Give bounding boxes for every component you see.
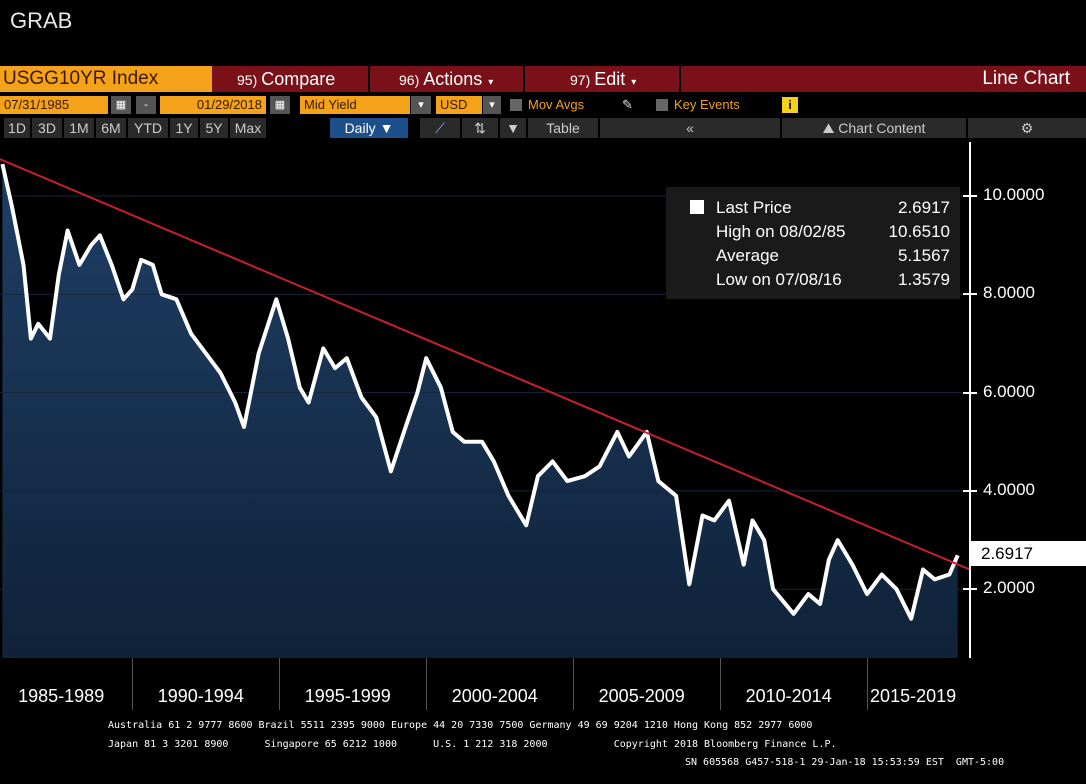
end-date-field[interactable]: 01/29/2018 bbox=[160, 96, 266, 114]
currency-select[interactable]: USD bbox=[436, 96, 482, 114]
y-tick-label: 2.0000 bbox=[983, 578, 1035, 598]
x-separator bbox=[867, 658, 869, 710]
compare-label: Compare bbox=[261, 69, 336, 89]
line-chart-icon[interactable]: ⟋ bbox=[420, 118, 460, 138]
y-axis bbox=[969, 142, 971, 658]
y-tick-label: 8.0000 bbox=[983, 283, 1035, 303]
x-tick-label: 2010-2014 bbox=[745, 686, 832, 706]
legend-high-label: High on 08/02/85 bbox=[716, 222, 846, 241]
bar-chart-icon[interactable]: ⇅ bbox=[462, 118, 498, 138]
yield-chart bbox=[0, 158, 971, 658]
period-5y-button[interactable]: 5Y bbox=[200, 118, 228, 138]
footer-session: SN 605568 G457-518-1 29-Jan-18 15:53:59 … bbox=[685, 757, 1005, 768]
dash-icon: - bbox=[136, 96, 156, 114]
actions-label: Actions bbox=[423, 69, 483, 89]
field-select[interactable]: Mid Yield bbox=[300, 96, 410, 114]
period-3d-button[interactable]: 3D bbox=[32, 118, 62, 138]
actions-button[interactable]: 96) Actions ▾ bbox=[371, 66, 523, 92]
y-tick bbox=[963, 293, 977, 296]
pencil-icon[interactable]: ✎ bbox=[622, 97, 633, 112]
x-tick-label: 2015-2019 bbox=[870, 686, 957, 706]
divider bbox=[368, 66, 370, 92]
legend-low-value: 1.3579 bbox=[898, 270, 950, 289]
frequency-select[interactable]: Daily ▼ bbox=[330, 118, 408, 138]
footer-contacts-2: Japan 81 3 3201 8900 Singapore 65 6212 1… bbox=[108, 739, 837, 750]
x-separator bbox=[720, 658, 722, 710]
legend-last-value: 2.6917 bbox=[898, 198, 950, 217]
table-button[interactable]: Table bbox=[528, 118, 598, 138]
period-ytd-button[interactable]: YTD bbox=[128, 118, 168, 138]
last-price-swatch bbox=[690, 200, 704, 214]
view-type-label[interactable]: Line Chart bbox=[982, 68, 1070, 89]
legend-avg-value: 5.1567 bbox=[898, 246, 950, 265]
x-separator bbox=[426, 658, 428, 710]
actions-num: 96) bbox=[399, 72, 420, 88]
y-tick-label: 10.0000 bbox=[983, 185, 1045, 205]
x-separator bbox=[279, 658, 281, 710]
x-tick-label: 1995-1999 bbox=[304, 686, 391, 706]
y-tick bbox=[963, 588, 977, 591]
period-1d-button[interactable]: 1D bbox=[4, 118, 30, 138]
x-tick-label: 1985-1989 bbox=[18, 686, 105, 706]
mov-avgs-label: Mov Avgs bbox=[528, 97, 585, 112]
period-max-button[interactable]: Max bbox=[230, 118, 266, 138]
chevron-down-icon: ▾ bbox=[631, 77, 637, 88]
frequency-label: Daily bbox=[344, 120, 376, 136]
start-date-field[interactable]: 07/31/1985 bbox=[0, 96, 108, 114]
series-line bbox=[0, 163, 960, 621]
edit-num: 97) bbox=[570, 72, 591, 88]
legend-high-value: 10.6510 bbox=[888, 222, 950, 241]
chevron-down-icon: ▾ bbox=[488, 77, 494, 88]
compare-button[interactable]: 95) Compare bbox=[215, 66, 367, 92]
calendar-icon[interactable]: ▦ bbox=[270, 96, 290, 114]
series-area bbox=[2, 164, 958, 658]
last-price-tag: 2.6917 bbox=[971, 541, 1086, 566]
collapse-icon[interactable]: « bbox=[600, 118, 780, 138]
y-tick-label: 6.0000 bbox=[983, 381, 1035, 401]
calendar-icon[interactable]: ▦ bbox=[111, 96, 131, 114]
chevron-down-icon[interactable]: ▼ bbox=[500, 118, 526, 138]
period-6m-button[interactable]: 6M bbox=[96, 118, 126, 138]
period-1y-button[interactable]: 1Y bbox=[170, 118, 198, 138]
y-tick-label: 4.0000 bbox=[983, 479, 1035, 499]
y-tick bbox=[963, 195, 977, 198]
y-tick bbox=[963, 489, 977, 492]
edit-label: Edit bbox=[594, 69, 626, 89]
x-tick-label: 2005-2009 bbox=[598, 686, 685, 706]
compare-num: 95) bbox=[237, 72, 258, 88]
chart-content-button[interactable]: ⛰ Chart Content bbox=[782, 118, 966, 138]
divider bbox=[523, 66, 525, 92]
footer-contacts-1: Australia 61 2 9777 8600 Brazil 5511 239… bbox=[108, 720, 813, 731]
ticker-field[interactable]: USGG10YR Index bbox=[0, 66, 212, 92]
chart-content-label: Chart Content bbox=[838, 120, 926, 136]
trendline bbox=[0, 158, 971, 571]
x-separator bbox=[132, 658, 134, 710]
legend-last-label: Last Price bbox=[716, 198, 792, 217]
chevron-down-icon[interactable]: ▾ bbox=[483, 96, 501, 114]
window-title: GRAB bbox=[10, 8, 73, 33]
chevron-down-icon[interactable]: ▾ bbox=[411, 96, 431, 114]
x-separator bbox=[573, 658, 575, 710]
key-events-label: Key Events bbox=[674, 97, 740, 112]
y-tick bbox=[963, 391, 977, 394]
edit-button[interactable]: 97) Edit ▾ bbox=[526, 66, 678, 92]
mov-avgs-checkbox[interactable] bbox=[510, 99, 522, 111]
divider bbox=[679, 66, 681, 92]
x-tick-label: 1990-1994 bbox=[157, 686, 244, 706]
x-tick-label: 2000-2004 bbox=[451, 686, 538, 706]
chart-icon: ⛰ bbox=[822, 120, 839, 136]
info-icon[interactable]: i bbox=[782, 97, 798, 113]
legend-box: Last Price 2.6917 High on 08/02/85 10.65… bbox=[666, 187, 960, 299]
key-events-checkbox[interactable] bbox=[656, 99, 668, 111]
gear-icon[interactable]: ⚙ bbox=[968, 118, 1086, 138]
period-1m-button[interactable]: 1M bbox=[64, 118, 94, 138]
legend-low-label: Low on 07/08/16 bbox=[716, 270, 842, 289]
legend-avg-label: Average bbox=[716, 246, 780, 265]
